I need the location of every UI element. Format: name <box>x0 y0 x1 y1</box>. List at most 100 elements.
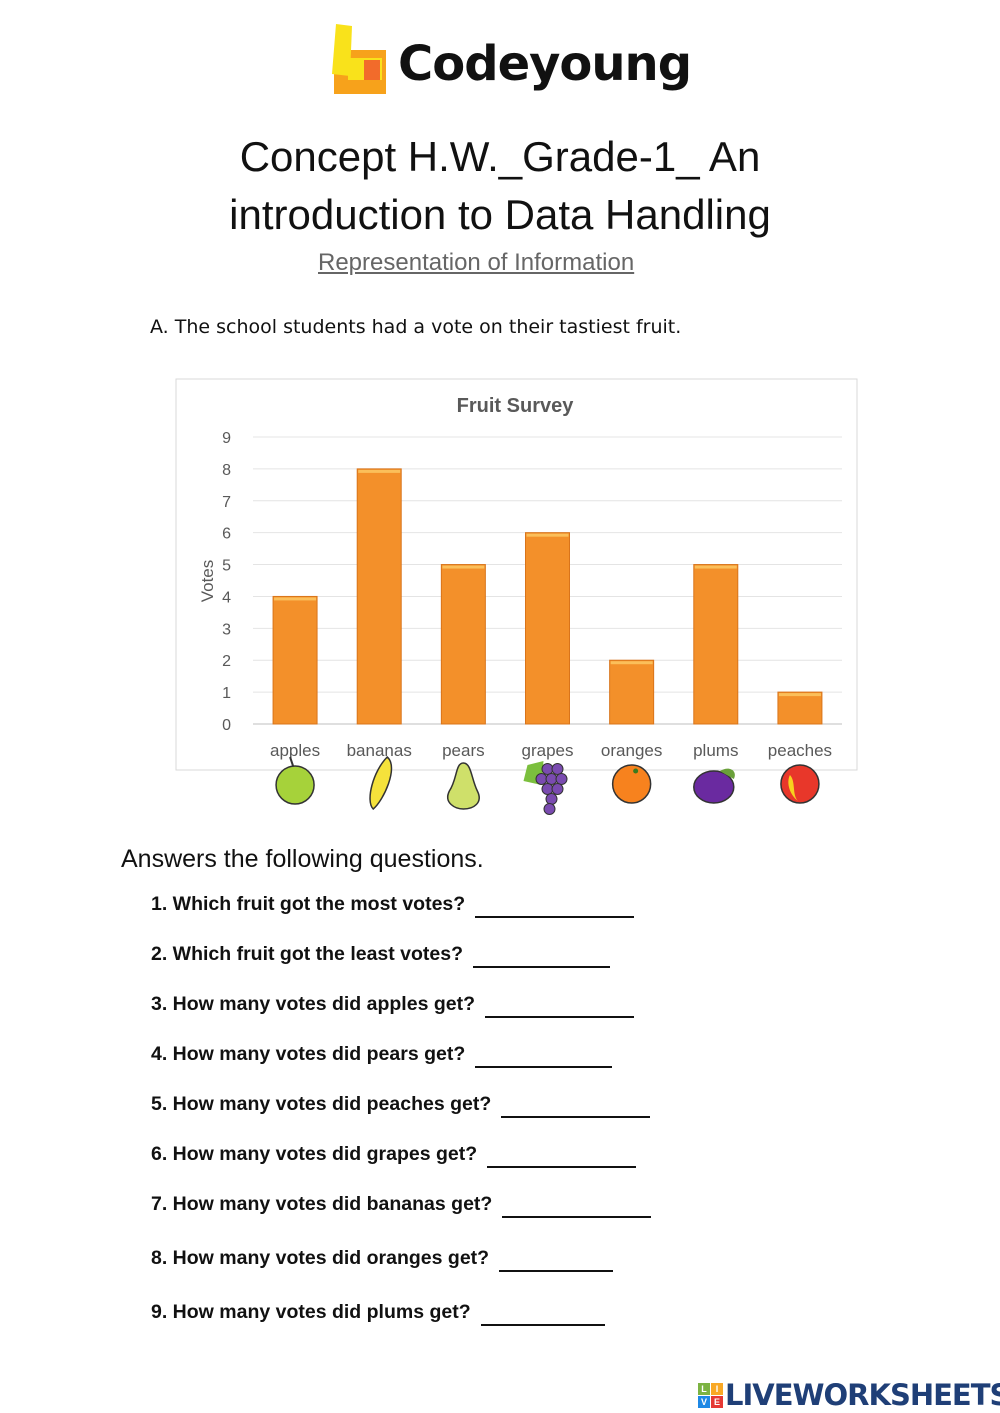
apple-icon <box>275 756 315 805</box>
orange-leaf <box>633 768 639 774</box>
grape <box>541 763 554 775</box>
bar-highlight <box>610 661 653 665</box>
y-axis-label: Votes <box>198 560 217 603</box>
question-label: 1. Which fruit got the most votes? <box>151 893 466 915</box>
x-tick-label: bananas <box>347 741 412 760</box>
bar-highlight <box>358 469 401 473</box>
grape <box>551 763 564 775</box>
bar-grapes <box>525 532 570 725</box>
answer-input[interactable] <box>475 1043 613 1068</box>
y-tick-label: 8 <box>222 462 231 479</box>
grape <box>545 773 558 785</box>
y-tick-label: 1 <box>222 685 231 702</box>
y-tick-label: 9 <box>222 430 231 447</box>
plum-body <box>693 770 735 804</box>
page-subtitle: Representation of Information <box>318 249 635 276</box>
question-label: 7. How many votes did bananas get? <box>151 1193 493 1215</box>
y-tick-label: 5 <box>222 558 231 575</box>
question-4: 4. How many votes did pears get? <box>151 1043 613 1068</box>
watermark-text: LIVEWORKSHEETS <box>725 1378 1000 1412</box>
bar-highlight <box>694 565 737 569</box>
title-line-1: Concept H.W._Grade-1_ An <box>239 133 761 180</box>
peach-icon <box>780 764 820 804</box>
question-label: 8. How many votes did oranges get? <box>151 1247 490 1269</box>
bar-plums <box>693 564 739 725</box>
grapes-icon <box>523 761 568 815</box>
fruit-survey-chart: Fruit Survey Votes 0 1 2 3 4 5 6 7 8 9 apples bananas… <box>175 378 858 815</box>
orange-body <box>611 764 652 804</box>
y-tick-label: 2 <box>222 653 231 670</box>
grape <box>541 783 554 795</box>
peach-body <box>780 764 820 804</box>
question-label: 2. Which fruit got the least votes? <box>151 943 464 965</box>
answer-input[interactable] <box>502 1193 652 1218</box>
question-3: 3. How many votes did apples get? <box>151 993 634 1018</box>
bar-apples <box>272 595 318 725</box>
chart-title: Fruit Survey <box>457 395 575 417</box>
grape <box>543 803 556 815</box>
banana-body <box>369 755 393 811</box>
question-6: 6. How many votes did grapes get? <box>151 1143 637 1168</box>
title-line-2: introduction to Data Handling <box>229 191 771 238</box>
question-label: 4. How many votes did pears get? <box>151 1043 466 1065</box>
grape <box>545 793 558 805</box>
question-2: 2. Which fruit got the least votes? <box>151 943 611 968</box>
answer-input[interactable] <box>499 1247 614 1272</box>
grape <box>551 783 564 795</box>
x-tick-label: plums <box>693 741 738 760</box>
grape <box>535 773 548 785</box>
logo-mark-icon <box>332 24 386 94</box>
question-8: 8. How many votes did oranges get? <box>151 1247 614 1272</box>
answer-input[interactable] <box>473 943 611 968</box>
question-label: 5. How many votes did peaches get? <box>151 1093 492 1115</box>
answer-input[interactable] <box>501 1093 651 1118</box>
bar-bananas <box>356 468 402 725</box>
question-9: 9. How many votes did plums get? <box>151 1301 605 1326</box>
grape <box>555 773 568 785</box>
banana-icon <box>369 755 393 811</box>
bar-peaches <box>777 691 823 725</box>
question-1: 1. Which fruit got the most votes? <box>151 893 635 918</box>
orange-icon <box>611 764 652 804</box>
apple-body <box>275 765 315 805</box>
bar-highlight <box>442 565 485 569</box>
bar-oranges <box>609 659 655 725</box>
plum-leaf <box>719 768 735 779</box>
x-tick-label: pears <box>442 741 485 760</box>
answer-input[interactable] <box>487 1143 637 1168</box>
question-a: A. The school students had a vote on the… <box>150 316 682 338</box>
question-label: 6. How many votes did grapes get? <box>151 1143 478 1165</box>
pear-body <box>447 762 480 810</box>
y-tick-label: 3 <box>222 621 231 638</box>
x-tick-label: oranges <box>601 741 662 760</box>
bar-highlight <box>778 693 821 697</box>
answer-input[interactable] <box>475 893 635 918</box>
logo-text: Codeyoung <box>398 36 692 92</box>
pear-icon <box>447 762 480 810</box>
answer-input[interactable] <box>485 993 634 1018</box>
apple-stem <box>289 756 295 767</box>
question-label: 9. How many votes did plums get? <box>151 1301 471 1323</box>
plum-icon <box>693 768 735 804</box>
y-tick-label: 6 <box>222 526 231 543</box>
x-tick-label: peaches <box>768 741 832 760</box>
bar-highlight <box>274 597 317 601</box>
question-5: 5. How many votes did peaches get? <box>151 1093 651 1118</box>
peach-highlight <box>788 775 798 801</box>
bar-highlight <box>526 533 569 537</box>
bar-pears <box>440 564 486 725</box>
question-7: 7. How many votes did bananas get? <box>151 1193 652 1218</box>
y-tick-label: 4 <box>222 589 231 606</box>
answers-heading: Answers the following questions. <box>121 845 484 873</box>
page-title: Concept H.W._Grade-1_ An introduction to… <box>0 128 1000 244</box>
question-label: 3. How many votes did apples get? <box>151 993 475 1015</box>
y-tick-label: 7 <box>222 494 231 511</box>
answer-input[interactable] <box>480 1301 605 1326</box>
x-tick-label: apples <box>270 741 320 760</box>
codeyoung-logo: Codeyoung <box>332 22 692 102</box>
x-tick-label: grapes <box>522 741 574 760</box>
y-tick-label: 0 <box>222 717 231 734</box>
